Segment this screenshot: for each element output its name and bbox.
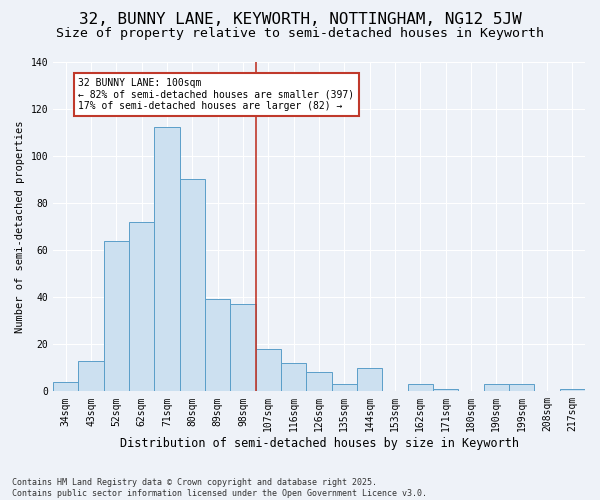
Bar	[205, 300, 230, 392]
Bar	[307, 372, 332, 392]
Bar	[104, 240, 129, 392]
Text: Contains HM Land Registry data © Crown copyright and database right 2025.
Contai: Contains HM Land Registry data © Crown c…	[12, 478, 427, 498]
Bar	[433, 389, 458, 392]
Text: Size of property relative to semi-detached houses in Keyworth: Size of property relative to semi-detach…	[56, 28, 544, 40]
Text: 32 BUNNY LANE: 100sqm
← 82% of semi-detached houses are smaller (397)
17% of sem: 32 BUNNY LANE: 100sqm ← 82% of semi-deta…	[79, 78, 355, 111]
Text: 32, BUNNY LANE, KEYWORTH, NOTTINGHAM, NG12 5JW: 32, BUNNY LANE, KEYWORTH, NOTTINGHAM, NG…	[79, 12, 521, 28]
Bar	[256, 349, 281, 392]
Bar	[509, 384, 535, 392]
Bar	[53, 382, 79, 392]
Y-axis label: Number of semi-detached properties: Number of semi-detached properties	[15, 120, 25, 332]
Bar	[179, 180, 205, 392]
Bar	[560, 389, 585, 392]
Bar	[230, 304, 256, 392]
Bar	[357, 368, 382, 392]
Bar	[154, 128, 179, 392]
Bar	[407, 384, 433, 392]
Bar	[281, 363, 307, 392]
Bar	[129, 222, 154, 392]
X-axis label: Distribution of semi-detached houses by size in Keyworth: Distribution of semi-detached houses by …	[119, 437, 518, 450]
Bar	[484, 384, 509, 392]
Bar	[79, 360, 104, 392]
Bar	[332, 384, 357, 392]
